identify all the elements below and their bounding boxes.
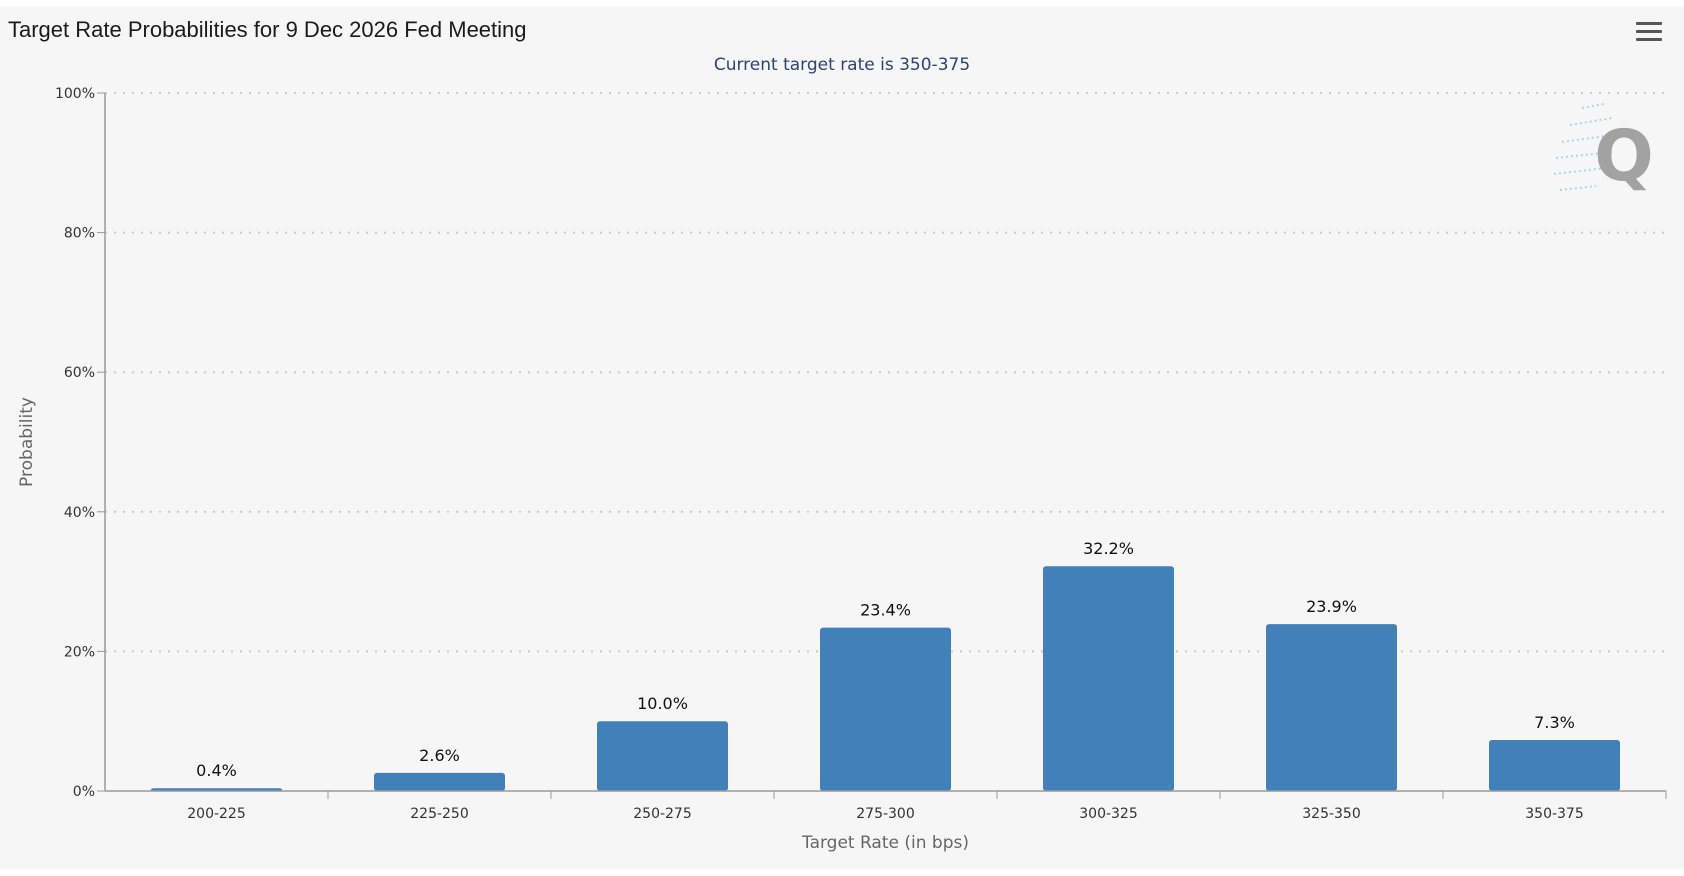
x-tick-label: 325-350	[1302, 806, 1361, 822]
data-label: 10.0%	[637, 694, 688, 713]
bar-275-300[interactable]	[820, 627, 951, 791]
y-axis-title: Probability	[17, 397, 37, 487]
bar-225-250[interactable]	[374, 772, 505, 791]
x-tick-label: 225-250	[410, 806, 469, 822]
y-tick-label: 100%	[55, 86, 95, 102]
data-label: 7.3%	[1534, 713, 1575, 732]
y-tick-label: 60%	[64, 365, 95, 381]
x-tick-label: 250-275	[633, 806, 692, 822]
y-tick-label: 80%	[64, 226, 95, 242]
bar-300-325[interactable]	[1043, 566, 1174, 791]
hamburger-menu-icon[interactable]	[1636, 22, 1662, 44]
y-tick-label: 0%	[73, 784, 95, 800]
chart-subtitle: Current target rate is 350-375	[713, 55, 971, 75]
data-label: 23.4%	[860, 601, 911, 620]
data-label: 2.6%	[419, 746, 460, 765]
x-tick-label: 275-300	[856, 806, 915, 822]
data-label: 0.4%	[196, 761, 237, 780]
y-tick-label: 40%	[64, 505, 95, 521]
data-label: 23.9%	[1306, 597, 1357, 616]
x-axis-title: Target Rate (in bps)	[801, 833, 969, 853]
x-tick-label: 300-325	[1079, 806, 1138, 822]
x-tick-label: 350-375	[1525, 806, 1584, 822]
x-tick-label: 200-225	[187, 806, 246, 822]
y-tick-label: 20%	[64, 644, 95, 660]
bar-325-350[interactable]	[1266, 624, 1397, 791]
svg-text:Q: Q	[1594, 115, 1654, 197]
q-logo-icon: Q	[1553, 103, 1654, 197]
bar-250-275[interactable]	[597, 721, 728, 791]
bar-350-375[interactable]	[1489, 740, 1620, 791]
chart-title: Target Rate Probabilities for 9 Dec 2026…	[8, 17, 527, 42]
data-label: 32.2%	[1083, 539, 1134, 558]
